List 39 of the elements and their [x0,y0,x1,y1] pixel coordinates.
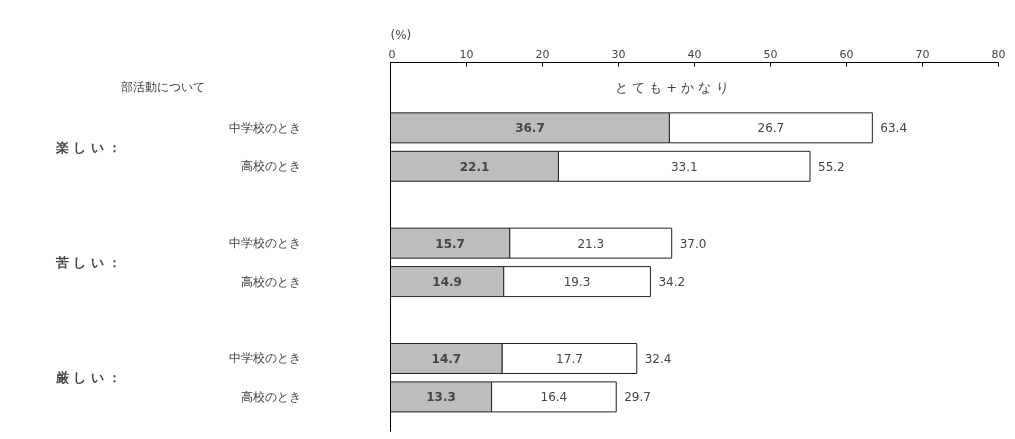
total-label: 34.2 [658,275,686,290]
x-tick-label: 20 [535,47,550,61]
data-label: 17.7 [556,351,583,366]
y-tick-label: 高校のとき [240,274,301,289]
data-label: 16.4 [540,390,568,405]
x-tick-label: 50 [763,47,778,61]
text: 厳 し い ： [54,370,122,386]
text: 苦 し い ： [54,254,122,270]
data-label: 26.7 [757,121,785,136]
total-label: 55.2 [818,159,845,174]
y-axis-title: 部活動について [120,80,205,95]
data-label: 15.7 [435,236,465,251]
data-label: 14.7 [431,351,462,366]
y-tick-label: 中学校のとき [228,120,301,135]
y-tick-label: 高校のとき [240,389,301,404]
data-label: 36.7 [515,121,545,136]
y-tick-label: 高校のとき [240,159,301,174]
text: と て も + か な り [614,79,729,95]
x-tick-label: 60 [839,47,854,61]
total-label: 63.4 [880,121,908,136]
data-label: 33.1 [670,159,698,174]
x-axis-title: (%) [390,27,412,42]
x-tick-label: 40 [687,47,702,61]
x-tick-label: 80 [991,47,1006,61]
data-label: 14.9 [432,275,462,290]
x-tick-label: 30 [611,47,626,61]
x-tick-label: 0 [388,47,396,61]
data-label: 13.3 [426,390,456,405]
total-label: 37.0 [679,236,707,251]
total-label: 32.4 [644,351,672,366]
data-label: 22.1 [459,159,490,174]
data-label: 21.3 [577,236,605,251]
text: 楽 し い ： [54,139,122,155]
y-tick-label: 中学校のとき [228,236,301,251]
x-tick-label: 70 [915,47,930,61]
x-tick-label: 10 [459,47,474,61]
total-label: 29.7 [624,390,651,405]
data-label: 19.3 [563,275,591,290]
y-tick-label: 中学校のとき [228,351,301,366]
